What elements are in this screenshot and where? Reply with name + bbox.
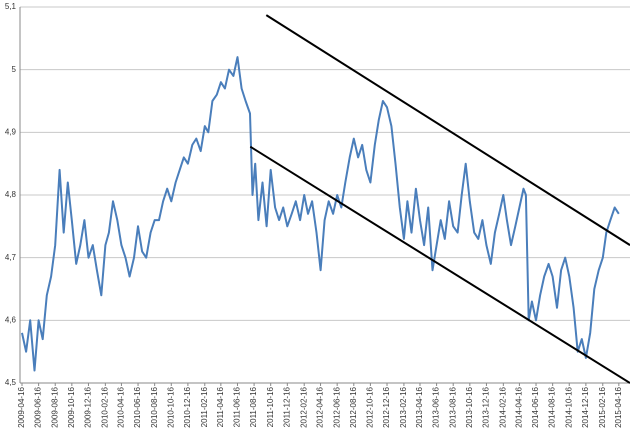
y-tick-label: 5 bbox=[12, 65, 17, 74]
x-tick-label: 2012-02-16 bbox=[299, 386, 308, 427]
x-tick-label: 2015-04-16 bbox=[614, 386, 623, 427]
x-tick-label: 2011-08-16 bbox=[249, 386, 258, 427]
y-tick-label: 5,1 bbox=[5, 2, 17, 11]
x-tick-label: 2013-08-16 bbox=[448, 386, 457, 427]
x-tick-label: 2014-06-16 bbox=[531, 386, 540, 427]
x-tick-label: 2014-10-16 bbox=[564, 386, 573, 427]
x-tick-label: 2010-02-16 bbox=[100, 386, 109, 427]
x-tick-label: 2011-06-16 bbox=[233, 386, 242, 427]
x-tick-label: 2012-06-16 bbox=[332, 386, 341, 427]
x-tick-label: 2010-06-16 bbox=[133, 386, 142, 427]
x-tick-label: 2014-12-16 bbox=[581, 386, 590, 427]
x-tick-label: 2011-12-16 bbox=[282, 386, 291, 427]
x-tick-label: 2009-06-16 bbox=[34, 386, 43, 427]
x-tick-label: 2012-04-16 bbox=[316, 386, 325, 427]
x-tick-label: 2012-12-16 bbox=[382, 386, 391, 427]
x-tick-label: 2013-04-16 bbox=[415, 386, 424, 427]
x-tick-label: 2015-02-16 bbox=[598, 386, 607, 427]
trend-line bbox=[265, 14, 630, 246]
x-tick-label: 2011-10-16 bbox=[266, 386, 275, 427]
x-tick-label: 2010-04-16 bbox=[117, 386, 126, 427]
x-tick-label: 2010-10-16 bbox=[166, 386, 175, 427]
x-tick-label: 2010-08-16 bbox=[150, 386, 159, 427]
x-tick-label: 2009-12-16 bbox=[84, 386, 93, 427]
x-tick-label: 2014-04-16 bbox=[515, 386, 524, 427]
x-tick-label: 2014-08-16 bbox=[548, 386, 557, 427]
trend-line bbox=[249, 145, 630, 384]
x-tick-label: 2011-04-16 bbox=[216, 386, 225, 427]
y-tick-label: 4,5 bbox=[5, 378, 17, 387]
x-tick-label: 2012-08-16 bbox=[349, 386, 358, 427]
x-tick-label: 2009-08-16 bbox=[50, 386, 59, 427]
y-tick-label: 4,6 bbox=[5, 315, 17, 324]
x-tick-label: 2013-10-16 bbox=[465, 386, 474, 427]
x-tick-label: 2013-06-16 bbox=[432, 386, 441, 427]
x-tick-label: 2013-02-16 bbox=[399, 386, 408, 427]
y-tick-label: 4,7 bbox=[5, 253, 17, 262]
x-tick-label: 2010-12-16 bbox=[183, 386, 192, 427]
x-tick-label: 2014-02-16 bbox=[498, 386, 507, 427]
x-tick-label: 2013-12-16 bbox=[482, 386, 491, 427]
x-tick-label: 2011-02-16 bbox=[200, 386, 209, 427]
y-tick-label: 4,9 bbox=[5, 127, 17, 136]
x-tick-label: 2012-10-16 bbox=[366, 386, 375, 427]
x-tick-label: 2009-10-16 bbox=[67, 386, 76, 427]
y-tick-label: 4,8 bbox=[5, 190, 17, 199]
data-line bbox=[21, 56, 620, 372]
x-tick-label: 2009-04-16 bbox=[17, 386, 26, 427]
